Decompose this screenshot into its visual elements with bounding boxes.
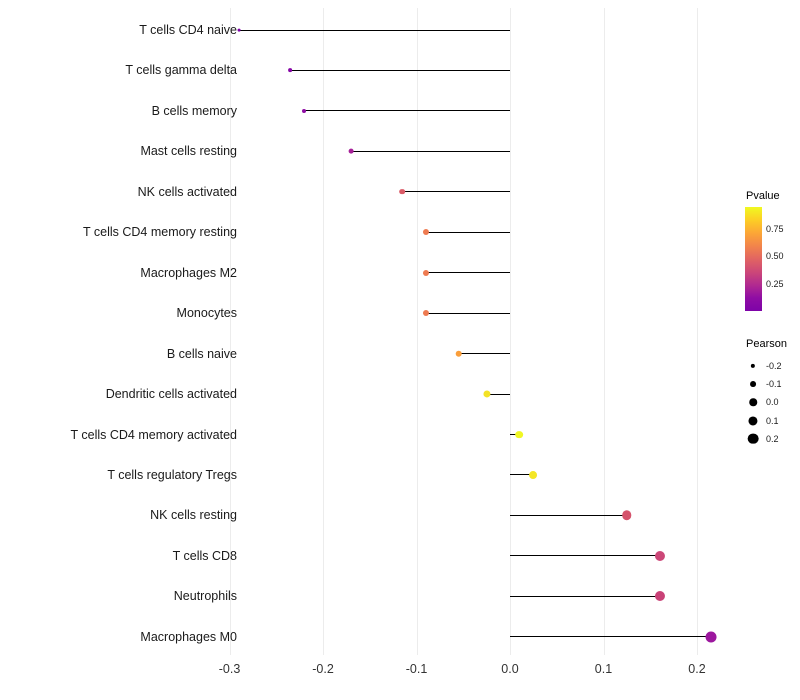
pearson-legend-label: -0.1 [766, 379, 782, 390]
category-label: NK cells resting [150, 508, 237, 523]
pearson-legend-dot [748, 416, 758, 426]
category-label: T cells CD8 [172, 548, 237, 563]
pvalue-legend-tick-label: 0.25 [766, 278, 784, 289]
pearson-legend-dot [747, 433, 759, 445]
category-label: Neutrophils [173, 589, 237, 604]
pearson-legend-dot [749, 398, 757, 407]
lollipop-dot [705, 631, 717, 643]
lollipop-dot [622, 510, 632, 521]
x-axis-tick-label: 0.1 [594, 662, 613, 676]
category-label: T cells CD4 naive [139, 23, 237, 37]
x-axis-tick-label: -0.2 [312, 662, 334, 676]
category-label: T cells regulatory Tregs [107, 467, 237, 482]
lollipop-stem [402, 191, 510, 193]
lollipop-stem [351, 150, 510, 152]
category-label: Macrophages M0 [140, 629, 237, 644]
lollipop-stem [304, 110, 510, 112]
lollipop-stem [425, 231, 510, 233]
pearson-legend-label: -0.2 [766, 361, 782, 371]
lollipop-dot [422, 310, 429, 317]
category-label: T cells gamma delta [125, 63, 237, 78]
lollipop-stem [510, 595, 660, 597]
category-label: T cells CD4 memory activated [70, 427, 238, 442]
lollipop-stem [510, 636, 712, 638]
lollipop-dot [515, 430, 524, 439]
lollipop-stem [425, 312, 510, 314]
pvalue-gradient-bar [745, 207, 762, 311]
lollipop-dot [237, 28, 241, 32]
category-label: Mast cells resting [140, 144, 237, 159]
lollipop-stem [238, 29, 510, 31]
lollipop-stem [425, 272, 510, 274]
x-axis-tick-label: 0.2 [688, 662, 706, 676]
lollipop-dot [455, 350, 462, 357]
gridline [510, 8, 511, 655]
lollipop-stem [510, 474, 534, 476]
lollipop-dot [529, 470, 538, 479]
gridline [416, 8, 418, 655]
lollipop-stem [486, 393, 510, 395]
pearson-legend-label: 0.2 [766, 433, 779, 444]
category-label: B cells memory [151, 103, 237, 118]
pearson-legend-label: 0.0 [766, 397, 779, 408]
lollipop-dot [348, 148, 354, 154]
x-axis-tick-label: 0.0 [501, 662, 519, 676]
pvalue-legend-title: Pvalue [746, 190, 780, 202]
gridline [229, 8, 231, 655]
lollipop-dot [422, 229, 429, 236]
gridline [323, 8, 324, 655]
gridline [697, 8, 698, 655]
x-axis-tick-label: -0.3 [218, 662, 241, 676]
category-label: NK cells activated [137, 184, 237, 199]
pearson-legend-title: Pearson [746, 338, 787, 350]
pearson-legend-label: 0.1 [766, 415, 779, 426]
lollipop-dot [422, 269, 429, 276]
category-label: Dendritic cells activated [105, 387, 237, 402]
lollipop-dot [654, 591, 665, 602]
pvalue-legend-tick-label: 0.50 [766, 250, 784, 261]
lollipop-dot [399, 188, 406, 195]
category-label: Macrophages M2 [140, 265, 237, 280]
category-label: T cells CD4 memory resting [83, 225, 237, 240]
lollipop-dot [302, 108, 307, 113]
lollipop-dot [654, 550, 665, 561]
gridline [603, 8, 605, 655]
lollipop-dot [288, 68, 293, 73]
pvalue-legend-tick-label: 0.75 [766, 223, 784, 234]
pearson-legend-dot [750, 381, 756, 388]
lollipop-dot [483, 390, 491, 398]
category-label: Monocytes [176, 306, 237, 321]
pearson-legend-dot [750, 363, 756, 369]
lollipop-stem [458, 353, 510, 355]
x-axis-tick-label: -0.1 [405, 662, 428, 676]
lollipop-stem [510, 514, 627, 516]
lollipop-stem [510, 555, 660, 557]
category-label: B cells naive [166, 346, 237, 361]
lollipop-stem [510, 434, 520, 435]
lollipop-stem [290, 69, 510, 71]
